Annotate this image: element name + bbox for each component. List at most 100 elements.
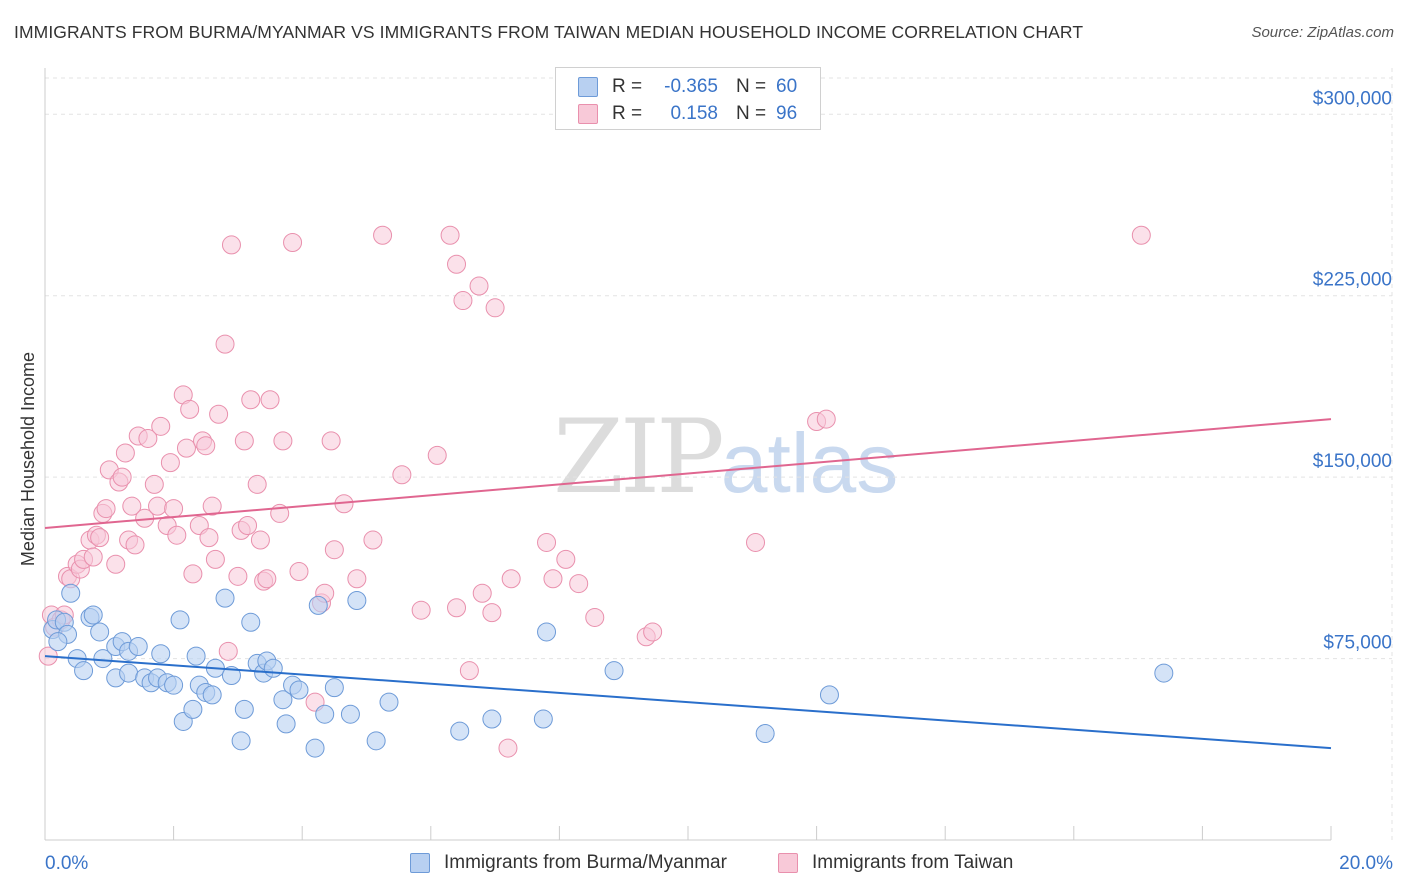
taiwan-point: [347, 569, 367, 589]
taiwan-point: [643, 622, 663, 642]
taiwan-point: [151, 416, 171, 436]
legend-n-value: 60: [776, 76, 798, 97]
burma-point: [83, 605, 103, 625]
burma-point: [755, 724, 775, 744]
burma-point: [366, 731, 386, 751]
taiwan-point: [218, 641, 238, 661]
taiwan-points: [38, 225, 1151, 758]
taiwan-point: [411, 600, 431, 620]
taiwan-point: [498, 738, 518, 758]
burma-point: [128, 636, 148, 656]
correlation-legend: R = -0.365 N = 60 R = 0.158 N = 96: [555, 67, 821, 130]
taiwan-point: [83, 547, 103, 567]
burma-point: [324, 678, 344, 698]
taiwan-point: [209, 404, 229, 424]
taiwan-swatch: [778, 853, 798, 873]
taiwan-point: [1131, 225, 1151, 245]
taiwan-point: [482, 603, 502, 623]
burma-point: [379, 692, 399, 712]
taiwan-point: [250, 530, 270, 550]
y-tick-label: $150,000: [1313, 451, 1392, 472]
burma-point: [340, 704, 360, 724]
taiwan-point: [459, 661, 479, 681]
watermark: ZIPatlas: [553, 398, 898, 517]
legend-n-value: 96: [776, 103, 798, 124]
taiwan-point: [234, 431, 254, 451]
chart-title: IMMIGRANTS FROM BURMA/MYANMAR VS IMMIGRA…: [14, 22, 1084, 42]
burma-point: [537, 622, 557, 642]
taiwan-point: [556, 549, 576, 569]
taiwan-point: [221, 235, 241, 255]
taiwan-point: [440, 225, 460, 245]
burma-point: [202, 685, 222, 705]
burma-point: [48, 632, 68, 652]
taiwan-point: [164, 499, 184, 519]
watermark-zip: ZIP: [553, 398, 725, 517]
burma-point: [74, 661, 94, 681]
taiwan-trend-line: [44, 418, 1332, 529]
taiwan-point: [180, 399, 200, 419]
axes: [44, 68, 1332, 841]
taiwan-point: [472, 583, 492, 603]
taiwan-point: [202, 496, 222, 516]
taiwan-point: [215, 334, 235, 354]
taiwan-point: [115, 443, 135, 463]
legend-r-value: 0.158: [670, 103, 718, 124]
taiwan-point: [469, 276, 489, 296]
burma-point: [241, 612, 261, 632]
burma-point: [231, 731, 251, 751]
burma-point: [273, 690, 293, 710]
taiwan-point: [816, 409, 836, 429]
burma-point: [533, 709, 553, 729]
taiwan-point: [392, 465, 412, 485]
taiwan-point: [373, 225, 393, 245]
burma-point: [164, 675, 184, 695]
taiwan-point: [453, 291, 473, 311]
taiwan-point: [247, 474, 267, 494]
burma-point: [119, 663, 139, 683]
burma-point: [61, 583, 81, 603]
taiwan-point: [228, 566, 248, 586]
taiwan-point: [183, 564, 203, 584]
burma-point: [215, 588, 235, 608]
bottom-legend-burma: Immigrants from Burma/Myanmar: [410, 852, 727, 874]
taiwan-point: [257, 569, 277, 589]
taiwan-point: [112, 467, 132, 487]
taiwan-point: [427, 445, 447, 465]
burma-trend-line: [44, 655, 1332, 750]
taiwan-point: [241, 390, 261, 410]
legend-row-burma: R = -0.365 N = 60: [578, 74, 797, 100]
burma-point: [604, 661, 624, 681]
bottom-legend-label: Immigrants from Burma/Myanmar: [444, 852, 727, 873]
taiwan-point: [543, 569, 563, 589]
burma-points: [43, 583, 1174, 758]
taiwan-point: [122, 496, 142, 516]
legend-r-value: -0.365: [664, 76, 718, 97]
burma-point: [347, 591, 367, 611]
legend-n-label: N =: [736, 103, 767, 124]
x-tick-label: 0.0%: [45, 853, 88, 874]
burma-swatch: [578, 77, 598, 97]
legend-r-label: R =: [612, 103, 643, 124]
taiwan-point: [447, 254, 467, 274]
taiwan-point: [447, 598, 467, 618]
taiwan-point: [196, 436, 216, 456]
taiwan-point: [90, 528, 110, 548]
taiwan-point: [569, 574, 589, 594]
taiwan-point: [238, 516, 258, 536]
taiwan-point: [167, 525, 187, 545]
legend-n-label: N =: [736, 76, 767, 97]
taiwan-point: [144, 474, 164, 494]
burma-point: [308, 595, 328, 615]
burma-point: [234, 699, 254, 719]
burma-point: [221, 666, 241, 686]
taiwan-point: [501, 569, 521, 589]
taiwan-point: [125, 535, 145, 555]
burma-point: [305, 738, 325, 758]
taiwan-swatch: [578, 104, 598, 124]
taiwan-point: [260, 390, 280, 410]
x-tick-label: 20.0%: [1339, 853, 1393, 874]
taiwan-point: [321, 431, 341, 451]
taiwan-point: [363, 530, 383, 550]
